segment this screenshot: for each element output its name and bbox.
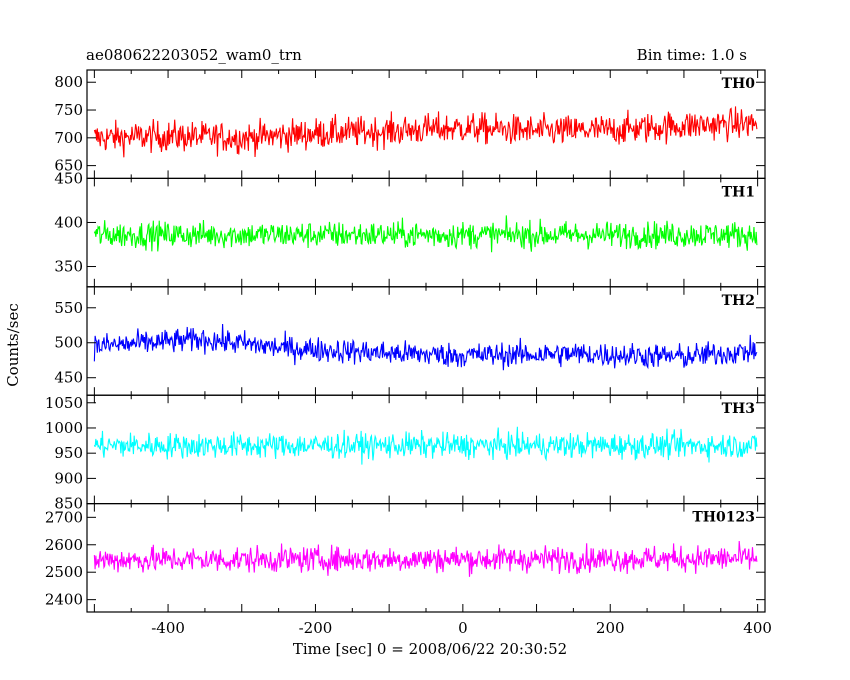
x-tick-label: 200: [596, 619, 625, 637]
panels: 650 700 750 800 TH0 350 400 450 TH1 450 500 550 TH2 8…: [45, 69, 772, 637]
series-line-th0: [93, 106, 758, 158]
panel-th0123: 2400 2500 2600 2700 TH0123: [45, 503, 766, 613]
panel-label-th3: TH3: [722, 401, 755, 417]
x-axis-title: Time [sec] 0 = 2008/06/22 20:30:52: [293, 640, 567, 658]
bin-time-label: Bin time: 1.0 s: [637, 46, 747, 64]
panel-label-th1: TH1: [722, 184, 755, 200]
y-tick-label: 650: [54, 157, 83, 175]
panel-label-th0: TH0: [722, 76, 756, 92]
y-tick-label: 550: [54, 299, 83, 317]
y-tick-label: 950: [54, 444, 83, 462]
y-tick-label: 500: [54, 334, 83, 352]
chart-title: ae080622203052_wam0_trn: [86, 46, 302, 64]
y-tick-label: 850: [54, 495, 83, 513]
y-tick-label: 350: [54, 258, 83, 276]
y-tick-label: 400: [54, 213, 83, 231]
y-tick-label: 750: [54, 101, 83, 119]
y-tick-label: 2500: [45, 563, 83, 581]
series-line-th0123: [93, 540, 758, 577]
y-tick-label: 700: [54, 129, 83, 147]
x-tick-label: 0: [458, 619, 468, 637]
panel-label-th2: TH2: [722, 293, 755, 309]
x-tick-label: -400: [151, 619, 185, 637]
panel-label-th0123: TH0123: [692, 510, 755, 526]
y-tick-label: 450: [54, 169, 83, 187]
y-tick-label: 900: [54, 469, 83, 487]
x-tick-label: -200: [299, 619, 333, 637]
panel-frame: [86, 286, 766, 396]
y-tick-label: 2400: [45, 591, 83, 609]
panel-th3: 850 900 950 1000 1050 TH3: [45, 394, 766, 513]
y-tick-label: 1050: [45, 394, 83, 412]
x-tick-label: 400: [743, 619, 772, 637]
series-line-th1: [93, 215, 758, 253]
panel-th1: 350 400 450 TH1: [54, 169, 766, 288]
panel-th2: 450 500 550 TH2: [54, 286, 766, 396]
series-line-th2: [93, 323, 758, 371]
y-axis-title: Counts/sec: [4, 303, 22, 387]
y-tick-label: 2600: [45, 536, 83, 554]
y-tick-label: 450: [54, 369, 83, 387]
series-line-th3: [93, 426, 758, 465]
panel-th0: 650 700 750 800 TH0: [54, 69, 766, 180]
y-tick-label: 800: [54, 73, 83, 91]
y-tick-label: 1000: [45, 419, 83, 437]
y-tick-label: 2700: [45, 508, 83, 526]
